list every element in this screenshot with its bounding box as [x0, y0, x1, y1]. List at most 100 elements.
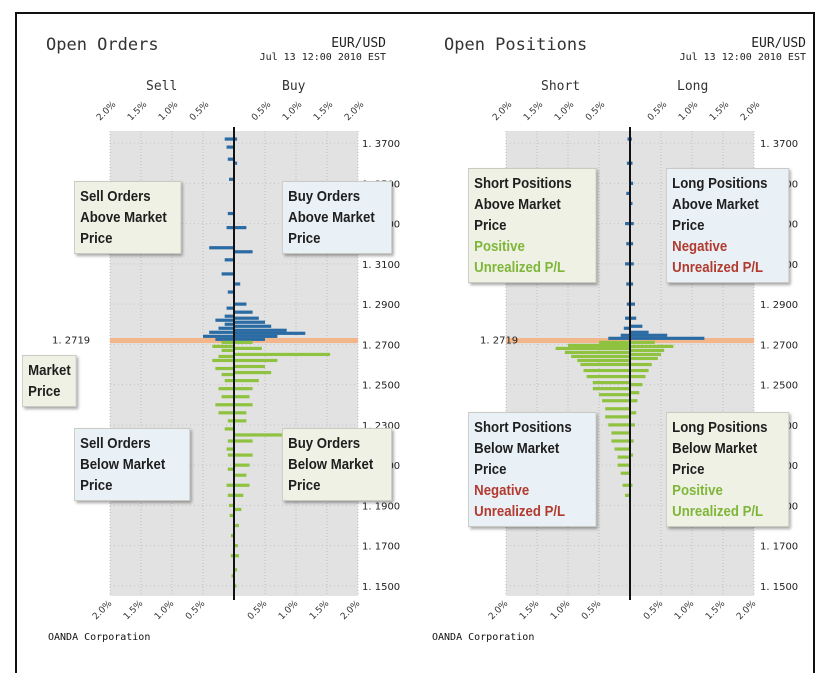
callout-line: Above Market — [288, 209, 375, 226]
callout-pl-status: Positive — [474, 238, 525, 255]
bar — [209, 330, 234, 334]
bar — [630, 221, 634, 226]
bar — [229, 177, 234, 181]
callout-short-below: Short Positions Below Market Price Negat… — [468, 412, 597, 527]
bar — [229, 513, 234, 518]
bar — [630, 302, 635, 306]
price-tick-label: 1. 1500 — [760, 582, 798, 593]
x-tick-label-bottom: 0.5% — [642, 599, 666, 623]
bar — [630, 368, 649, 373]
bar — [625, 221, 630, 226]
bar — [234, 411, 247, 415]
bar — [630, 423, 635, 427]
bar — [626, 161, 630, 165]
bar — [630, 242, 634, 246]
orders-pair: EUR/USD — [331, 36, 386, 51]
bar — [602, 399, 630, 403]
bar — [234, 379, 259, 383]
bar — [234, 507, 242, 512]
positions-title: Open Positions — [444, 35, 588, 55]
bar — [614, 447, 630, 451]
bar — [234, 340, 253, 344]
price-tick-label: 1. 3100 — [362, 260, 400, 271]
bar — [212, 358, 234, 363]
price-tick-label: 1. 2500 — [760, 381, 798, 392]
callout-long-below: Long Positions Below Market Price Positi… — [666, 412, 790, 527]
bar — [583, 368, 630, 373]
bar — [226, 447, 234, 451]
chart-frame — [15, 12, 815, 673]
price-tick-label: 1. 2700 — [760, 340, 798, 351]
bar — [234, 370, 272, 375]
callout-line: Short Positions — [474, 175, 572, 192]
x-tick-label-bottom: 1.0% — [153, 599, 177, 623]
bar — [611, 439, 630, 443]
bar — [218, 411, 234, 415]
callout-line: Price — [80, 230, 113, 247]
bar — [234, 320, 265, 324]
bar — [224, 258, 234, 262]
bar — [626, 302, 630, 306]
x-tick-label-top: 1.0% — [677, 100, 701, 124]
bar — [234, 584, 237, 588]
bar — [224, 314, 234, 318]
bar — [620, 471, 630, 475]
bar — [203, 334, 234, 338]
bar — [221, 272, 234, 276]
bar — [617, 463, 630, 467]
positions-pair: EUR/USD — [751, 36, 806, 51]
bar — [599, 393, 630, 397]
callout-line: Above Market — [672, 196, 759, 213]
x-tick-label-bottom: 0.5% — [184, 599, 208, 623]
callout-sell-above: Sell Orders Above Market Price — [74, 181, 182, 254]
x-tick-label-top: 0.5% — [250, 100, 274, 124]
callout-market-price: Market Price — [22, 355, 77, 407]
bar — [234, 463, 250, 467]
bar — [630, 181, 634, 185]
bar — [630, 340, 655, 344]
x-tick-label-bottom: 1.0% — [277, 599, 301, 623]
bar — [234, 419, 247, 423]
bar — [226, 306, 234, 310]
bar — [224, 427, 234, 431]
bar — [577, 358, 630, 363]
x-tick-label-top: 1.0% — [157, 100, 181, 124]
bar — [230, 554, 234, 558]
bar — [234, 137, 238, 141]
bar — [234, 324, 272, 328]
bar — [234, 310, 253, 314]
orders-footer: OANDA Corporation — [48, 632, 151, 643]
callout-line: Below Market — [80, 456, 166, 473]
bar — [234, 523, 239, 528]
bar — [580, 362, 630, 367]
bar — [608, 336, 630, 340]
callout-line: Price — [672, 461, 705, 478]
positions-long-label: Long — [677, 79, 709, 94]
positions-short-label: Short — [541, 79, 581, 94]
bar — [630, 439, 634, 443]
x-tick-label-bottom: 1.5% — [518, 599, 542, 623]
x-tick-label-top: 0.5% — [646, 100, 670, 124]
x-tick-label-top: 1.5% — [708, 100, 732, 124]
bar — [630, 336, 705, 340]
callout-line: Market — [28, 362, 71, 379]
bar — [611, 431, 630, 435]
orders-sell-label: Sell — [146, 79, 178, 94]
bar — [215, 337, 234, 341]
bar — [234, 337, 265, 341]
bar — [555, 346, 630, 351]
bar — [234, 554, 239, 558]
bar — [234, 331, 306, 335]
bar — [599, 340, 630, 344]
bar — [234, 161, 238, 165]
x-tick-label-bottom: 1.0% — [673, 599, 697, 623]
bar — [218, 326, 234, 330]
callout-line: Below Market — [288, 456, 374, 473]
bar — [234, 302, 247, 306]
bar — [227, 439, 234, 443]
positions-footer: OANDA Corporation — [432, 632, 535, 643]
bar — [221, 340, 234, 344]
bar — [630, 453, 634, 457]
bar — [234, 250, 253, 254]
